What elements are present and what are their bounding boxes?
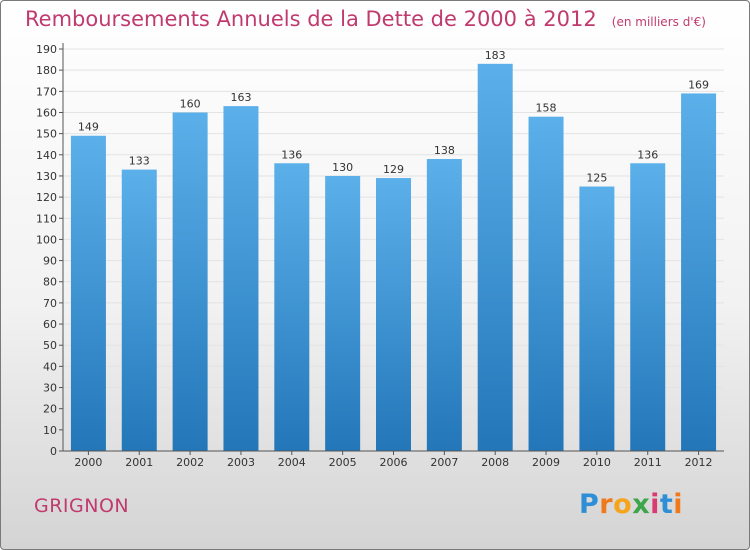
y-tick-label: 190	[36, 43, 57, 56]
data-label: 160	[180, 97, 201, 110]
y-tick-label: 70	[43, 297, 57, 310]
chart-unit-label: (en milliers d'€)	[611, 15, 706, 29]
logo-letter: t	[659, 489, 674, 520]
x-tick-label: 2004	[278, 456, 306, 469]
y-tick-label: 80	[43, 276, 57, 289]
logo-letter: r	[599, 489, 614, 520]
logo-letter: x	[632, 489, 651, 520]
data-label: 149	[78, 121, 99, 134]
bar	[426, 159, 462, 451]
y-tick-label: 0	[50, 445, 57, 458]
bar	[223, 106, 259, 451]
bar	[477, 63, 513, 452]
data-label: 183	[485, 49, 506, 62]
logo-letter: i	[650, 489, 660, 520]
bar	[172, 112, 208, 451]
y-tick-label: 140	[36, 149, 57, 162]
data-label: 136	[637, 148, 658, 161]
data-label: 133	[129, 155, 150, 168]
y-tick-label: 30	[43, 382, 57, 395]
data-label: 163	[230, 91, 251, 104]
x-tick-label: 2012	[685, 456, 713, 469]
y-tick-label: 150	[36, 128, 57, 141]
data-label: 130	[332, 161, 353, 174]
bar	[681, 93, 717, 451]
logo-letter: P	[579, 489, 600, 520]
y-tick-label: 10	[43, 424, 57, 437]
logo-letter: o	[613, 489, 633, 520]
x-tick-label: 2008	[481, 456, 509, 469]
bar	[70, 135, 106, 451]
y-tick-label: 40	[43, 360, 57, 373]
bar	[274, 163, 310, 451]
x-tick-label: 2003	[227, 456, 255, 469]
y-tick-label: 170	[36, 85, 57, 98]
x-tick-label: 2011	[634, 456, 662, 469]
axes	[59, 43, 724, 455]
x-tick-label: 2009	[532, 456, 560, 469]
y-tick-label: 160	[36, 106, 57, 119]
bar	[630, 163, 666, 451]
x-tick-label: 2007	[430, 456, 458, 469]
y-tick-label: 120	[36, 191, 57, 204]
bar	[376, 178, 411, 451]
proxiti-logo: Proxiti	[579, 489, 683, 520]
data-label: 136	[281, 148, 302, 161]
bar	[528, 116, 564, 451]
bars	[70, 63, 717, 452]
chart-title: Remboursements Annuels de la Dette de 20…	[25, 7, 706, 31]
data-label: 158	[536, 102, 557, 115]
city-name: GRIGNON	[34, 495, 130, 517]
x-tick-label: 2005	[329, 456, 357, 469]
y-tick-label: 90	[43, 255, 57, 268]
chart-title-main: Remboursements Annuels de la Dette de 20…	[25, 7, 597, 31]
bar	[579, 186, 615, 452]
labels: 0 10 20 30 40 50 60 70 80 90 100 110 120 130 140 150 160…	[36, 43, 713, 469]
data-label: 129	[383, 163, 404, 176]
y-tick-label: 50	[43, 339, 57, 352]
y-tick-label: 180	[36, 64, 57, 77]
data-label: 138	[434, 144, 455, 157]
y-tick-label: 20	[43, 403, 57, 416]
y-tick-label: 130	[36, 170, 57, 183]
bar	[121, 169, 157, 451]
data-label: 125	[586, 172, 607, 185]
y-tick-label: 110	[36, 212, 57, 225]
x-tick-label: 2000	[74, 456, 102, 469]
x-tick-label: 2001	[125, 456, 153, 469]
y-tick-label: 100	[36, 233, 57, 246]
x-tick-label: 2006	[380, 456, 408, 469]
data-label: 169	[688, 78, 709, 91]
y-tick-label: 60	[43, 318, 57, 331]
logo-letter: i	[673, 489, 684, 520]
x-tick-label: 2002	[176, 456, 204, 469]
x-tick-label: 2010	[583, 456, 611, 469]
bar	[325, 175, 361, 451]
